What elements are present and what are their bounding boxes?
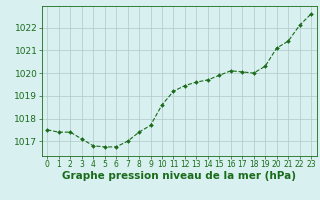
X-axis label: Graphe pression niveau de la mer (hPa): Graphe pression niveau de la mer (hPa) (62, 171, 296, 181)
